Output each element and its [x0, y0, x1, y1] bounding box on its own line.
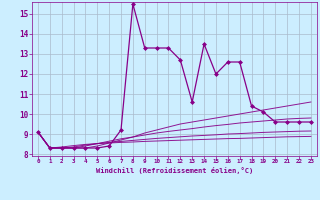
X-axis label: Windchill (Refroidissement éolien,°C): Windchill (Refroidissement éolien,°C): [96, 167, 253, 174]
